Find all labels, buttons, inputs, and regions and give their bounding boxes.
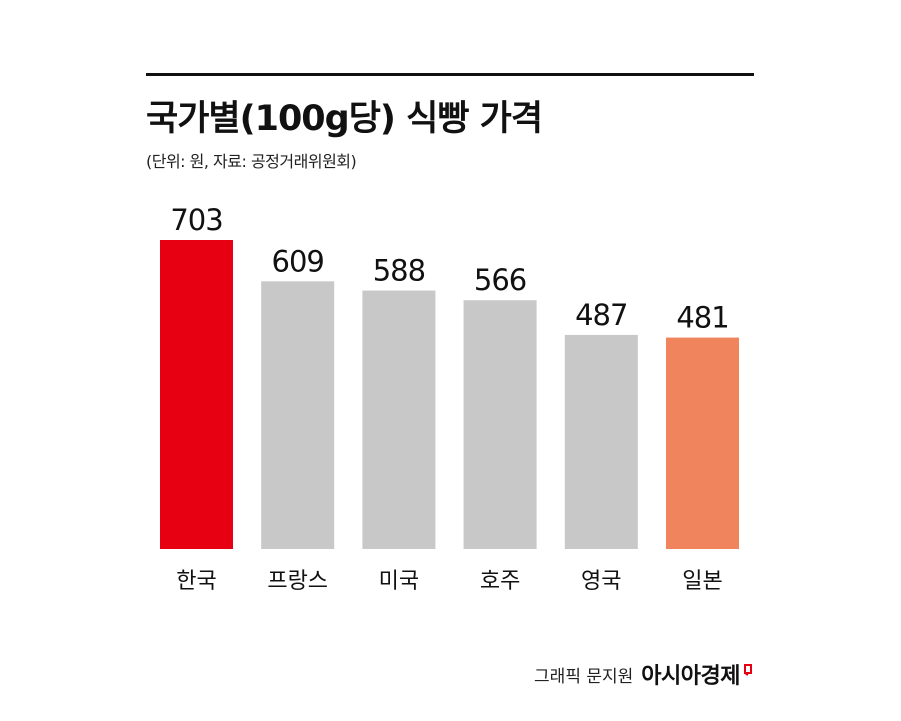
value-label-3: 588 [373, 254, 425, 288]
value-label-4: 566 [474, 263, 526, 297]
category-label-5: 영국 [581, 569, 621, 594]
top-rule [146, 73, 754, 76]
bar-6 [666, 337, 739, 549]
value-label-6: 481 [676, 301, 728, 335]
value-label-1: 703 [170, 203, 222, 237]
chart-title: 국가별(100g당) 식빵 가격 [146, 99, 543, 139]
category-label-1: 한국 [176, 569, 216, 594]
bar-1 [160, 240, 233, 549]
value-label-5: 487 [575, 298, 627, 332]
category-label-4: 호주 [480, 569, 520, 594]
graphic-credit: 그래픽 문지원 [534, 666, 634, 687]
value-label-2: 609 [272, 244, 324, 278]
category-label-3: 미국 [379, 569, 419, 594]
bar-5 [564, 334, 638, 549]
publisher-logo: 아시아경제 [641, 664, 740, 689]
category-label-6: 일본 [682, 569, 722, 594]
bar-4 [463, 300, 537, 549]
category-label-2: 프랑스 [267, 569, 328, 594]
bar-3 [362, 290, 436, 549]
bar-2 [261, 281, 335, 549]
credit-line: 그래픽 문지원 아시아경제 [534, 658, 753, 690]
chart-subtitle: (단위: 원, 자료: 공정거래위원회) [146, 152, 357, 171]
red-corner-mark-icon [744, 664, 752, 676]
